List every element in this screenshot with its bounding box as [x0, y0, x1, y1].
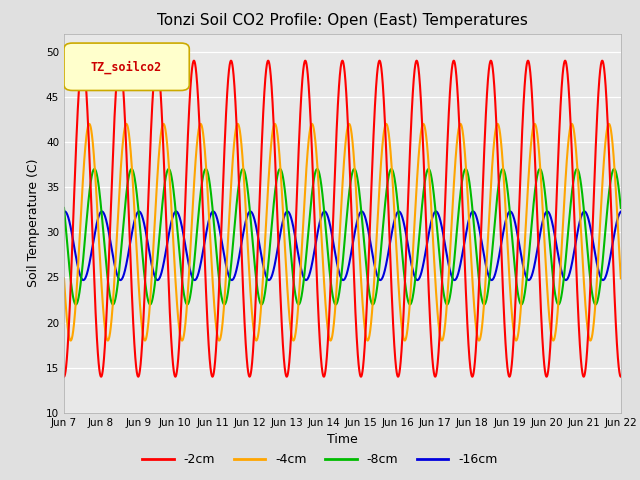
- X-axis label: Time: Time: [327, 433, 358, 446]
- Text: TZ_soilco2: TZ_soilco2: [91, 60, 162, 73]
- Y-axis label: Soil Temperature (C): Soil Temperature (C): [28, 159, 40, 288]
- Title: Tonzi Soil CO2 Profile: Open (East) Temperatures: Tonzi Soil CO2 Profile: Open (East) Temp…: [157, 13, 528, 28]
- FancyBboxPatch shape: [64, 43, 189, 90]
- Legend: -2cm, -4cm, -8cm, -16cm: -2cm, -4cm, -8cm, -16cm: [138, 448, 502, 471]
